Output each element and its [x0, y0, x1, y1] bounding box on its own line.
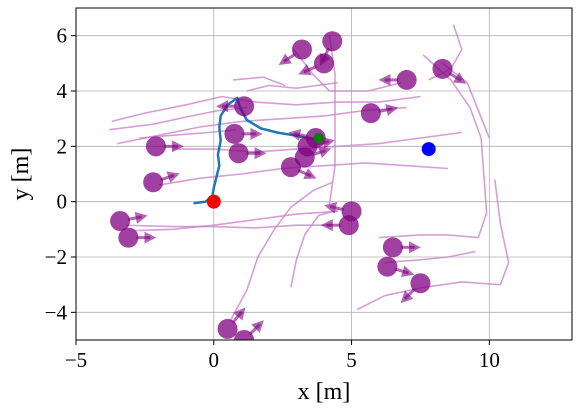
x-tick-label: 0 [209, 348, 220, 372]
agent-trail [246, 81, 338, 92]
agent-dot [314, 53, 334, 74]
y-axis-label: y [m] [8, 148, 34, 201]
agent-heading-arrow [314, 137, 335, 149]
agent-trail [111, 95, 421, 123]
agent-heading-arrow [278, 52, 297, 66]
agent-trail [379, 54, 488, 239]
agent-trails [109, 24, 510, 321]
y-tick-label: 4 [57, 79, 68, 103]
agent-heading-arrow [231, 307, 246, 324]
x-tick-label: −5 [65, 348, 87, 372]
agent-dot [234, 96, 255, 117]
agent-heading-arrow [324, 202, 345, 214]
agent-trail [117, 106, 407, 145]
agent-dot [110, 211, 131, 232]
x-tick-label: 5 [346, 348, 357, 372]
agent-dot [118, 227, 139, 248]
agent-heading-arrow [297, 168, 317, 180]
agent-heading-arrow [248, 320, 264, 336]
tick-marks [71, 35, 490, 345]
agents-layer [110, 31, 467, 340]
agent-dot [377, 256, 398, 277]
agent-trail [229, 181, 333, 321]
agent-dot [410, 273, 431, 294]
x-axis-label: x [m] [298, 379, 351, 405]
agent-heading-arrow [311, 146, 332, 159]
agent-dot [217, 318, 238, 339]
tick-labels: −5 0 5 10 −4 −2 0 2 4 6 [45, 24, 500, 372]
agent-dot [143, 172, 164, 193]
markers-layer [206, 133, 436, 209]
agent-heading-arrow [448, 71, 467, 84]
agent-heading-arrow [378, 104, 399, 116]
agent-trail [384, 250, 476, 264]
agent-heading-arrow [288, 129, 309, 141]
agent-dot [360, 103, 381, 124]
agent-dot [291, 39, 312, 60]
robot-path-layer [193, 96, 320, 205]
y-tick-label: 2 [57, 134, 68, 158]
y-tick-label: 6 [57, 24, 68, 48]
y-tick-label: 0 [57, 190, 68, 214]
start-marker [206, 194, 221, 209]
agent-dot [228, 143, 249, 164]
agent-dot [382, 237, 403, 258]
agent-trail [125, 224, 333, 229]
agent-trail [133, 210, 338, 232]
y-tick-label: −2 [45, 245, 67, 269]
agent-dot [145, 136, 166, 157]
agent-trail [356, 179, 510, 311]
agent-heading-arrow [400, 287, 416, 304]
robot-path-line [193, 96, 320, 205]
agent-dot [322, 31, 343, 52]
agent-trail [109, 106, 247, 131]
agent-dot [234, 330, 255, 340]
goal-marker [421, 142, 436, 157]
agent-heading-arrow [298, 64, 318, 76]
agent-dot [396, 69, 417, 90]
agent-heading-arrow [394, 265, 415, 278]
agent-dot [432, 58, 453, 79]
agent-trail [233, 76, 286, 87]
agent-dot [338, 215, 359, 236]
plot-frame [75, 7, 573, 341]
current-position-marker [313, 133, 324, 144]
agent-trail [290, 209, 339, 288]
agent-heading-arrow [160, 171, 180, 183]
agent-heading-arrow [127, 212, 148, 224]
y-tick-label: −4 [45, 300, 68, 324]
x-tick-label: 10 [479, 348, 500, 372]
agent-dot [224, 123, 245, 144]
gridlines [75, 8, 572, 340]
agent-dot [280, 157, 301, 178]
